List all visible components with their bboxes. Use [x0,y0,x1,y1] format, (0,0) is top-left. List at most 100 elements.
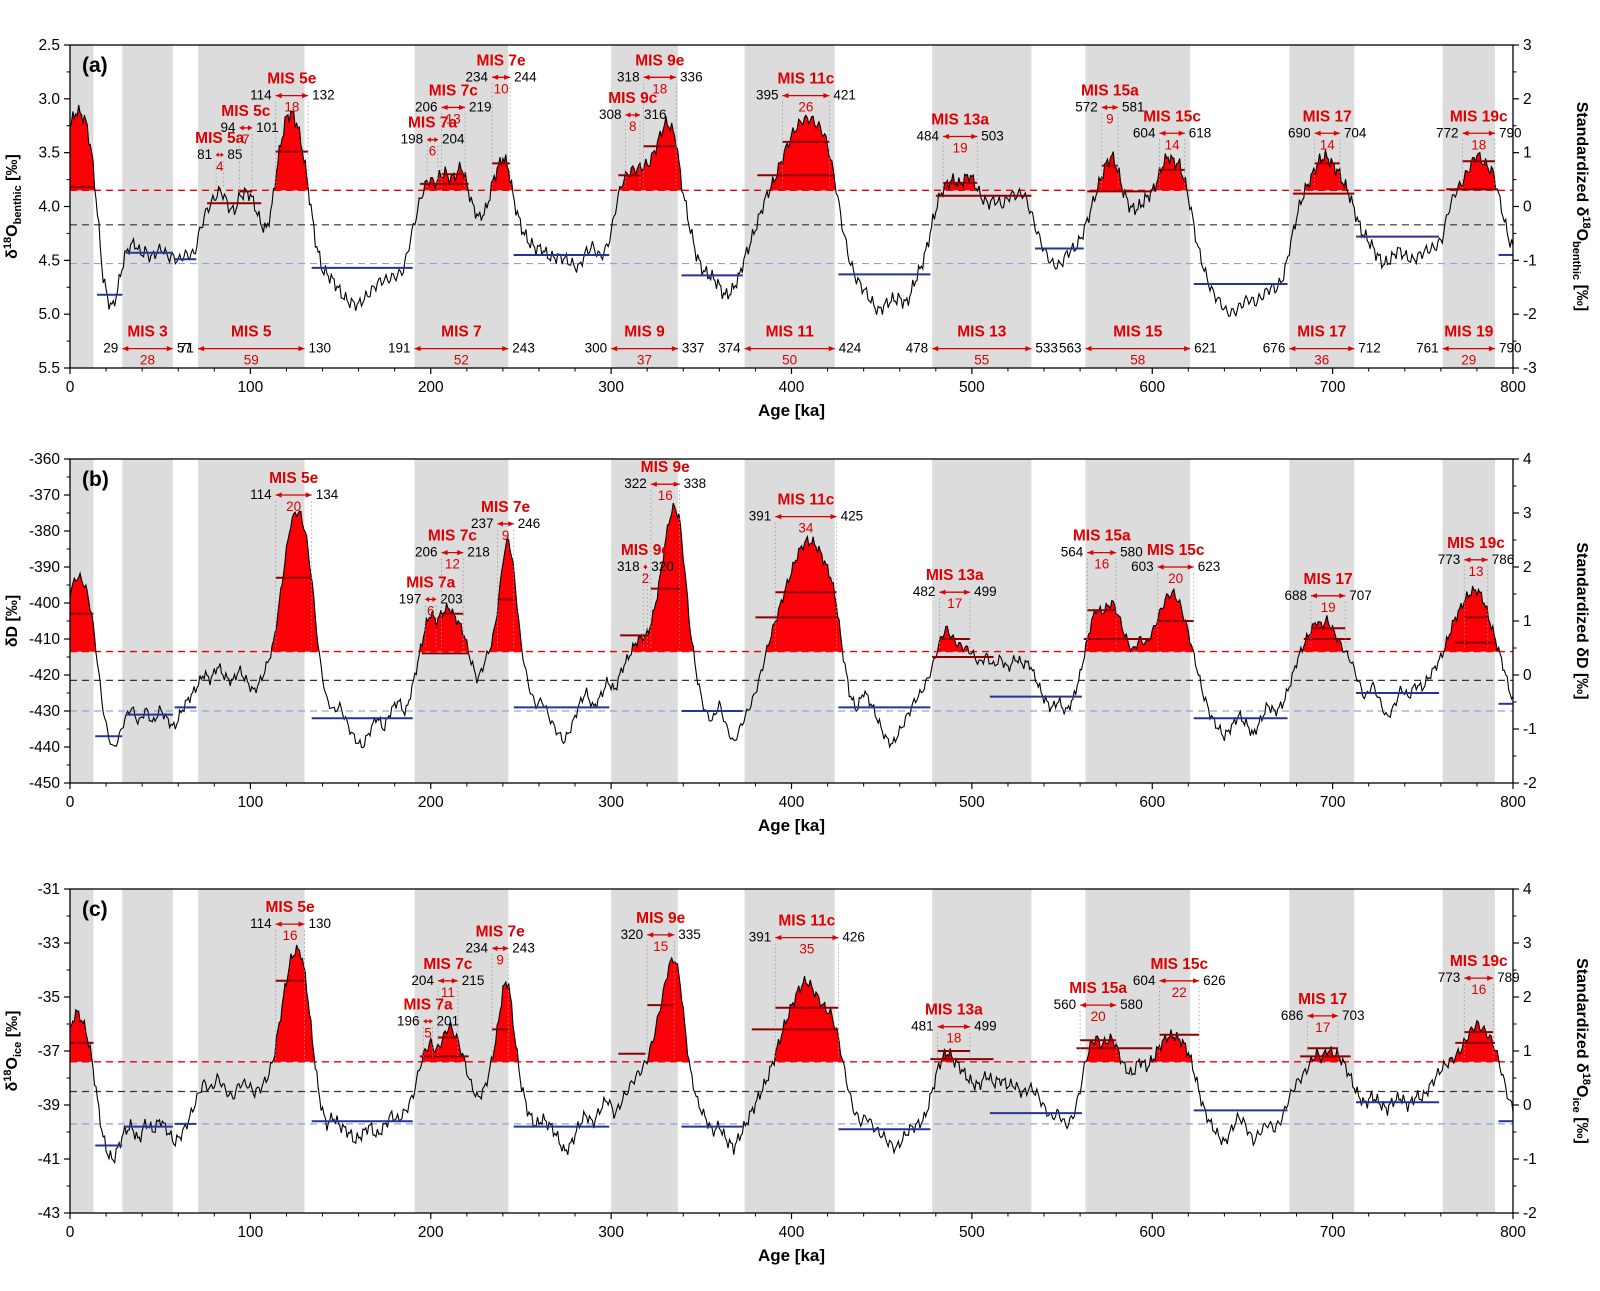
svg-text:MIS 9e: MIS 9e [641,459,690,476]
svg-text:580: 580 [1120,545,1143,560]
svg-text:391: 391 [749,509,772,524]
svg-text:16: 16 [283,928,298,943]
svg-text:400: 400 [779,379,805,396]
svg-text:(a): (a) [82,54,108,77]
svg-text:243: 243 [512,940,535,955]
svg-text:4.0: 4.0 [38,199,60,216]
svg-text:499: 499 [974,1019,997,1034]
svg-text:18: 18 [1471,137,1486,152]
svg-text:MIS 5e: MIS 5e [269,470,318,487]
svg-text:20: 20 [1091,1009,1106,1024]
svg-text:MIS 5e: MIS 5e [267,71,316,88]
svg-text:600: 600 [1139,794,1165,811]
svg-text:500: 500 [959,794,985,811]
svg-text:320: 320 [651,559,674,574]
above-threshold-fill [70,503,1500,652]
axis-ticks: -31 -33 -35 -37 -39 -41 -43 4 3 2 1 0 -1 -2 0 100 200 300… [38,881,1537,1241]
svg-text:130: 130 [308,341,331,356]
svg-text:36: 36 [1314,353,1329,368]
svg-text:Standardized δ18Oice [‰]: Standardized δ18Oice [‰] [1570,958,1592,1144]
svg-text:4: 4 [1523,451,1532,468]
svg-text:13: 13 [446,111,461,126]
svg-text:6: 6 [427,603,435,618]
svg-text:114: 114 [250,88,272,103]
svg-text:374: 374 [718,341,741,356]
svg-text:14: 14 [1165,137,1181,152]
svg-text:MIS 17: MIS 17 [1304,571,1353,588]
svg-text:MIS 9: MIS 9 [624,324,665,341]
svg-text:MIS 7e: MIS 7e [477,52,526,69]
svg-text:20: 20 [286,499,301,514]
svg-text:-420: -420 [29,667,60,684]
reference-lines [70,1061,1513,1125]
svg-text:3: 3 [1523,935,1532,952]
svg-text:563: 563 [1059,341,1082,356]
svg-text:MIS 5c: MIS 5c [221,103,270,120]
svg-text:MIS 7e: MIS 7e [476,923,525,940]
svg-text:MIS 5a: MIS 5a [195,130,244,147]
svg-text:81: 81 [197,147,212,162]
svg-text:1: 1 [1523,1043,1532,1060]
svg-text:600: 600 [1139,1224,1165,1241]
svg-text:786: 786 [1492,552,1515,567]
svg-text:425: 425 [841,509,864,524]
svg-text:δ18Oice [‰]: δ18Oice [‰] [2,1011,24,1092]
svg-text:MIS 5: MIS 5 [231,324,272,341]
svg-text:4: 4 [1523,881,1532,898]
svg-text:308: 308 [599,107,622,122]
svg-text:218: 218 [467,545,490,560]
svg-text:34: 34 [798,521,814,536]
svg-text:14: 14 [1320,137,1336,152]
svg-text:581: 581 [1122,99,1145,114]
svg-text:335: 335 [678,927,701,942]
svg-text:94: 94 [221,120,237,135]
svg-text:0: 0 [66,1224,75,1241]
svg-text:219: 219 [469,99,492,114]
svg-text:Standardized δD [‰]: Standardized δD [‰] [1573,542,1590,699]
svg-text:MIS 11c: MIS 11c [778,913,835,930]
svg-text:MIS 19c: MIS 19c [1450,953,1508,970]
svg-text:7: 7 [242,132,250,147]
svg-text:234: 234 [466,69,489,84]
svg-text:395: 395 [756,88,779,103]
svg-text:MIS 7a: MIS 7a [403,996,452,1013]
svg-text:18: 18 [946,1031,961,1046]
svg-text:5: 5 [424,1025,432,1040]
svg-text:59: 59 [244,353,259,368]
svg-text:37: 37 [637,353,652,368]
svg-text:772: 772 [1436,125,1459,140]
svg-text:MIS 5e: MIS 5e [266,899,315,916]
svg-text:MIS 7c: MIS 7c [429,82,478,99]
svg-text:790: 790 [1499,341,1522,356]
svg-text:600: 600 [1139,379,1165,396]
svg-text:114: 114 [250,487,272,502]
svg-text:-1: -1 [1523,721,1537,738]
svg-text:320: 320 [621,927,644,942]
svg-text:500: 500 [959,379,985,396]
proxy-series-line [69,944,1514,1165]
svg-text:-2: -2 [1523,775,1537,792]
svg-text:Age [ka]: Age [ka] [758,401,825,420]
svg-text:338: 338 [684,476,707,491]
svg-text:603: 603 [1131,559,1154,574]
svg-text:MIS 19c: MIS 19c [1447,535,1505,552]
svg-text:100: 100 [237,1224,263,1241]
svg-text:8: 8 [629,119,637,134]
svg-text:17: 17 [1315,1020,1330,1035]
svg-text:6: 6 [429,144,437,159]
svg-text:481: 481 [911,1019,934,1034]
svg-text:337: 337 [682,341,705,356]
svg-text:4: 4 [216,159,224,174]
svg-text:621: 621 [1194,341,1217,356]
svg-text:703: 703 [1342,1008,1365,1023]
svg-text:800: 800 [1500,379,1526,396]
svg-text:MIS 15c: MIS 15c [1143,108,1201,125]
svg-text:201: 201 [437,1013,460,1028]
svg-text:400: 400 [779,1224,805,1241]
svg-text:773: 773 [1438,552,1461,567]
svg-text:85: 85 [227,147,242,162]
